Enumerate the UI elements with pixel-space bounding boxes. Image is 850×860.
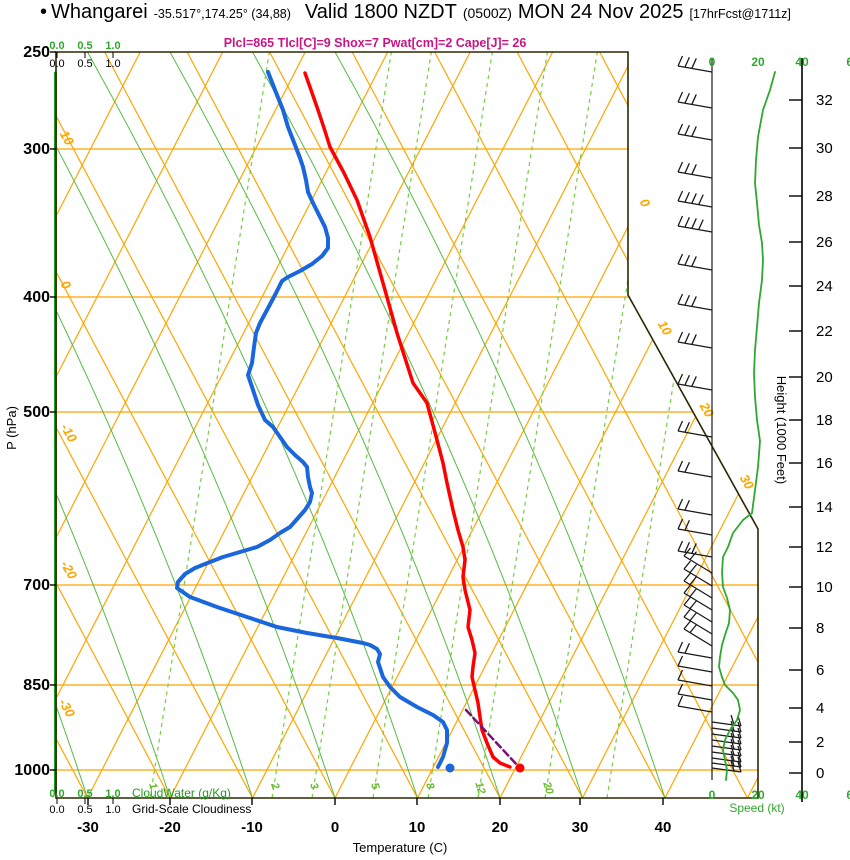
svg-text:18: 18 (816, 412, 833, 429)
svg-text:20: 20 (696, 399, 717, 421)
svg-text:1: 1 (146, 781, 159, 791)
svg-text:0.0: 0.0 (49, 40, 64, 52)
svg-text:14: 14 (816, 499, 833, 516)
svg-text:-20: -20 (58, 558, 81, 582)
svg-text:1.0: 1.0 (105, 788, 120, 800)
svg-text:10: 10 (816, 579, 833, 596)
surface-dewpoint-dot (445, 763, 455, 773)
svg-text:-30: -30 (77, 819, 99, 836)
svg-text:12: 12 (472, 780, 487, 795)
svg-text:1.0: 1.0 (105, 58, 120, 70)
forecast-tag: [17hrFcst@1711z] (689, 7, 791, 21)
valid-date: MON 24 Nov 2025 (517, 1, 684, 23)
station-coords: -35.517°,174.25° (34,88) (153, 7, 291, 21)
stability-indices: Plcl=865 Tlcl[C]=9 Shox=7 Pwat[cm]=2 Cap… (223, 36, 527, 50)
station-bullet: • (40, 1, 48, 23)
svg-text:P (hPa): P (hPa) (4, 406, 19, 450)
svg-text:60: 60 (846, 55, 850, 69)
svg-text:30: 30 (816, 140, 833, 157)
svg-text:-10: -10 (58, 421, 81, 445)
svg-text:20: 20 (751, 788, 765, 802)
svg-text:20: 20 (492, 819, 509, 836)
svg-text:30: 30 (572, 819, 589, 836)
svg-text:Temperature (C): Temperature (C) (353, 840, 448, 855)
svg-text:400: 400 (23, 289, 50, 306)
surface-temperature-dot (515, 763, 525, 773)
svg-text:5: 5 (368, 781, 382, 791)
svg-text:20: 20 (540, 779, 556, 796)
valid-time: Valid 1800 NZDT (304, 1, 457, 23)
svg-text:10: 10 (57, 128, 78, 149)
chart-title: • Whangarei -35.517°,174.25° (34,88) Val… (40, 1, 850, 24)
svg-text:250: 250 (23, 44, 50, 61)
svg-text:1.0: 1.0 (105, 40, 120, 52)
svg-text:10: 10 (655, 318, 676, 339)
speed-axis: 00202040406060Speed (kt) (709, 55, 850, 815)
svg-text:0.5: 0.5 (77, 788, 92, 800)
svg-text:2: 2 (816, 734, 824, 751)
svg-text:12: 12 (816, 539, 833, 556)
surface-dots (445, 763, 525, 773)
speed-profile (718, 71, 776, 781)
svg-text:24: 24 (816, 278, 833, 295)
sounding-curves (175, 70, 520, 769)
svg-text:6: 6 (816, 662, 824, 679)
svg-text:Speed (kt): Speed (kt) (729, 801, 784, 815)
temperature-axis: -30 -20 -10 0 10 20 30 40 Temperature (C) (77, 798, 671, 855)
svg-text:0: 0 (331, 819, 339, 836)
svg-text:0: 0 (709, 788, 716, 802)
svg-text:850: 850 (23, 677, 50, 694)
svg-text:Height (1000 Feet): Height (1000 Feet) (774, 376, 789, 484)
svg-text:0.5: 0.5 (77, 804, 92, 816)
plot-border (55, 51, 759, 799)
svg-text:28: 28 (816, 188, 833, 205)
svg-text:20: 20 (816, 369, 833, 386)
svg-text:1000: 1000 (14, 762, 50, 779)
grid-lines (56, 52, 758, 798)
svg-text:0.0: 0.0 (49, 58, 64, 70)
svg-text:4: 4 (816, 700, 824, 717)
svg-text:0: 0 (816, 765, 824, 782)
valid-zulu: (0500Z) (462, 5, 512, 21)
svg-text:0: 0 (637, 196, 654, 210)
svg-text:2: 2 (268, 780, 282, 790)
svg-text:0.0: 0.0 (49, 804, 64, 816)
svg-text:8: 8 (816, 620, 824, 637)
wind-barbs (677, 55, 742, 780)
svg-text:500: 500 (23, 404, 50, 421)
svg-text:26: 26 (816, 234, 833, 251)
svg-text:300: 300 (23, 141, 50, 158)
svg-text:16: 16 (816, 455, 833, 472)
svg-text:32: 32 (816, 92, 833, 109)
svg-text:0.5: 0.5 (77, 40, 92, 52)
svg-text:CloudWater (g/Kg): CloudWater (g/Kg) (132, 786, 231, 800)
svg-text:3: 3 (307, 781, 320, 791)
svg-text:60: 60 (846, 788, 850, 802)
svg-text:40: 40 (655, 819, 672, 836)
station-name: Whangarei (51, 1, 148, 23)
svg-text:22: 22 (816, 323, 833, 340)
svg-text:20: 20 (751, 55, 765, 69)
svg-text:700: 700 (23, 577, 50, 594)
svg-text:0.0: 0.0 (49, 788, 64, 800)
svg-text:0.5: 0.5 (77, 58, 92, 70)
svg-text:8: 8 (423, 781, 437, 791)
svg-text:-20: -20 (159, 819, 181, 836)
svg-text:10: 10 (409, 819, 426, 836)
cloud-scales: 0.0 0.0 0.0 0.0 0.5 0.5 0.5 0.5 1.0 1.0 1.0 1.0 Clou… (49, 40, 251, 816)
svg-text:Grid-Scale Cloudiness: Grid-Scale Cloudiness (132, 802, 251, 816)
pressure-axis: 250 300 400 500 700 850 1000 P (hPa) (4, 44, 56, 779)
svg-text:-30: -30 (56, 696, 79, 720)
svg-text:1.0: 1.0 (105, 804, 120, 816)
svg-text:-10: -10 (241, 819, 263, 836)
svg-text:0: 0 (709, 55, 716, 69)
